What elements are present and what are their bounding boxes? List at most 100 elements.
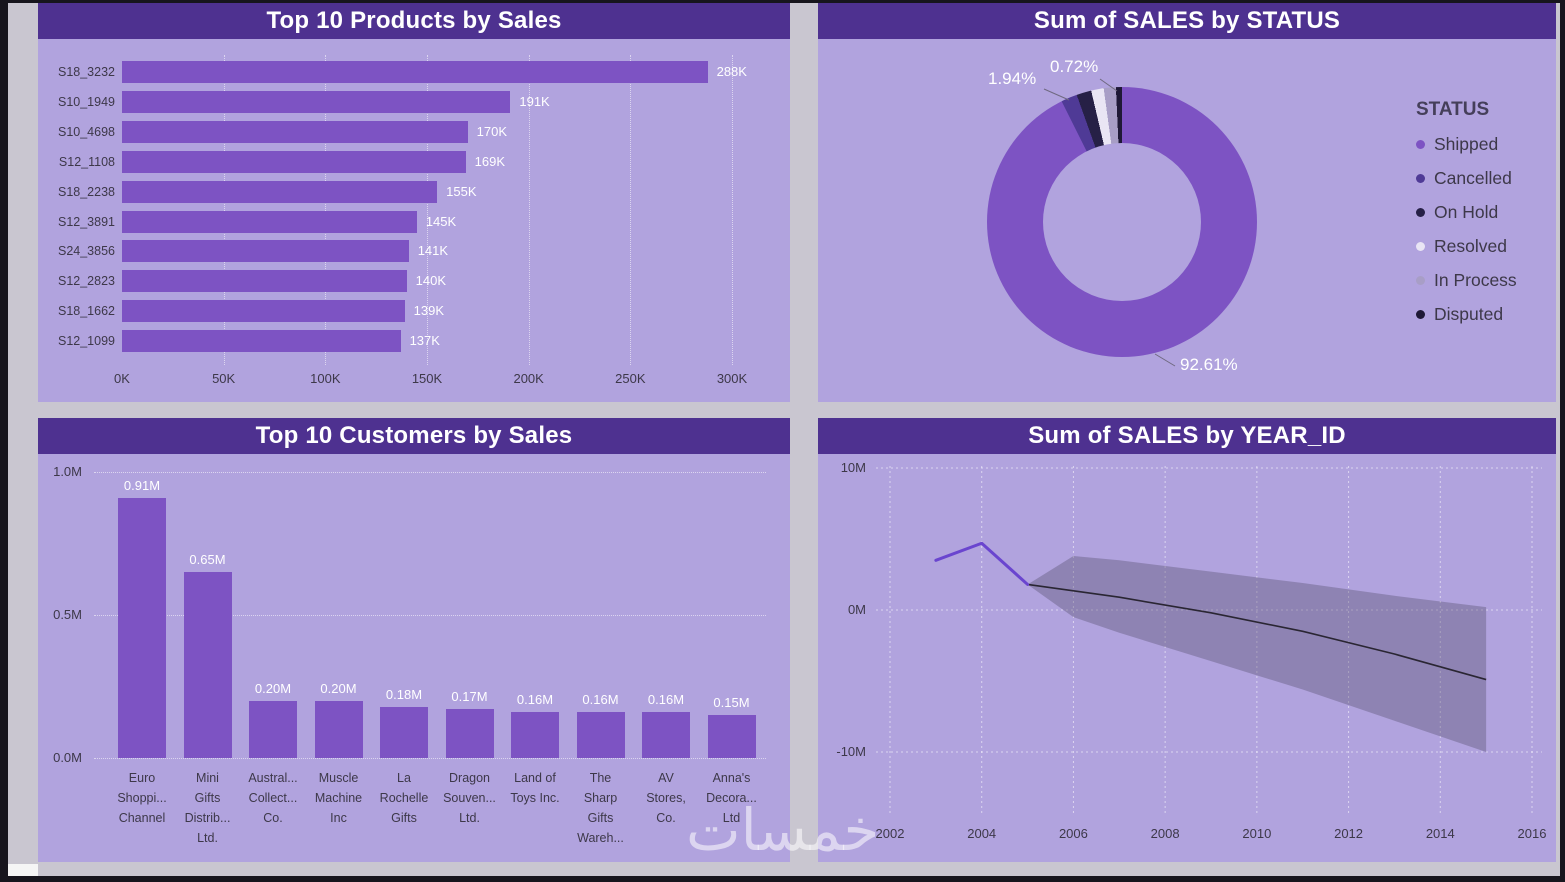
data-label-cancelled-pct: 1.94% bbox=[988, 69, 1037, 88]
title-top-products: Top 10 Products by Sales bbox=[38, 3, 790, 39]
chart-title: Top 10 Customers by Sales bbox=[255, 422, 573, 449]
bar-value-label: 0.15M bbox=[713, 695, 750, 711]
legend-item-shipped[interactable]: Shipped bbox=[1416, 134, 1517, 155]
bar[interactable] bbox=[122, 61, 708, 83]
data-label-disputed-pct: 0.72% bbox=[1050, 57, 1099, 76]
x-axis-category: Muscle Machine Inc bbox=[314, 771, 363, 825]
bar-value-label: 169K bbox=[474, 153, 505, 169]
status-legend: STATUS Shipped Cancelled On Hold Resolved In… bbox=[1416, 99, 1517, 325]
bar-value-label: 140K bbox=[415, 273, 447, 289]
x-axis-category: Land of Toys Inc. bbox=[510, 771, 560, 805]
bar-value-label: 0.20M bbox=[320, 680, 357, 696]
legend-label: Cancelled bbox=[1434, 168, 1512, 188]
x-axis-category: La Rochelle Gifts bbox=[379, 771, 429, 825]
donut-hole bbox=[1043, 143, 1201, 301]
legend-item-cancelled[interactable]: Cancelled bbox=[1416, 168, 1517, 189]
bar[interactable] bbox=[122, 150, 466, 173]
y-axis-category: S12_2823 bbox=[57, 274, 115, 289]
bar[interactable] bbox=[122, 300, 405, 323]
x-axis-tick: 2006 bbox=[1058, 826, 1088, 841]
watermark: خمسات bbox=[686, 796, 880, 864]
x-axis-tick: 200K bbox=[513, 371, 544, 386]
bar-value-label: 0.18M bbox=[385, 686, 423, 702]
bar[interactable] bbox=[314, 700, 363, 758]
legend-label: Disputed bbox=[1434, 304, 1504, 324]
y-axis-tick: -10M bbox=[836, 744, 866, 759]
bar[interactable] bbox=[122, 210, 417, 233]
products-plot: 0K 50K 100K 150K 200K 250K 300K S18_3232 288K S10… bbox=[38, 39, 790, 402]
gridline-vertical bbox=[630, 55, 632, 365]
x-axis-tick: 250K bbox=[615, 371, 646, 386]
legend-swatch bbox=[1416, 140, 1425, 149]
x-axis-category: Dragon Souven... Ltd. bbox=[443, 771, 496, 825]
bar[interactable] bbox=[122, 330, 401, 353]
y-axis-tick: 1.0M bbox=[53, 464, 82, 479]
bar[interactable] bbox=[642, 712, 690, 758]
bar-value-label: 0.16M bbox=[582, 692, 619, 708]
bar[interactable] bbox=[122, 90, 511, 113]
legend-items: Shipped Cancelled On Hold Resolved In Proces… bbox=[1416, 134, 1517, 325]
legend-swatch bbox=[1416, 174, 1425, 183]
legend-item-resolved[interactable]: Resolved bbox=[1416, 236, 1517, 257]
bar[interactable] bbox=[249, 700, 297, 758]
bar-value-label: 145K bbox=[425, 213, 457, 229]
legend-label: On Hold bbox=[1434, 202, 1499, 222]
bar[interactable] bbox=[122, 240, 409, 263]
x-axis-tick: 50K bbox=[212, 371, 236, 386]
leader-line bbox=[1154, 353, 1176, 367]
donut-chart[interactable] bbox=[987, 87, 1257, 357]
legend-item-on-hold[interactable]: On Hold bbox=[1416, 202, 1517, 223]
x-axis-category: AV Stores, Co. bbox=[646, 771, 686, 825]
title-top-customers: Top 10 Customers by Sales bbox=[38, 418, 790, 454]
y-axis-category: S10_4698 bbox=[57, 124, 115, 139]
legend-swatch bbox=[1416, 208, 1425, 217]
x-axis-category: Anna's Decora... Ltd bbox=[706, 771, 757, 825]
bar[interactable] bbox=[707, 715, 756, 758]
bar[interactable] bbox=[445, 709, 494, 758]
gridline-vertical bbox=[732, 55, 733, 365]
bar-value-label: 141K bbox=[417, 243, 449, 259]
y-axis-tick: 10M bbox=[840, 460, 866, 475]
y-axis-tick: 0M bbox=[847, 602, 866, 617]
x-axis-category: Euro Shoppi... Channel bbox=[117, 771, 167, 825]
x-axis-tick: 2014 bbox=[1425, 826, 1455, 841]
x-axis-category: Mini Gifts Distrib... Ltd. bbox=[184, 771, 231, 845]
gridline-vertical bbox=[528, 55, 530, 365]
y-axis-category: S12_3891 bbox=[57, 214, 115, 229]
customers-plot: 1.0M 0.5M 0.0M 0.91M Euro Shoppi... Channel 0.6… bbox=[38, 454, 790, 862]
y-axis-category: S18_1662 bbox=[57, 304, 115, 319]
x-axis-tick: 2008 bbox=[1150, 826, 1180, 841]
x-axis-tick: 2010 bbox=[1242, 826, 1272, 841]
panel-top-products: Top 10 Products by Sales 0K 50K 100K 150K 20… bbox=[38, 3, 790, 402]
x-axis-category: Austral... Collect... Co. bbox=[248, 771, 298, 825]
chart-title: Sum of SALES by YEAR_ID bbox=[1028, 422, 1346, 449]
bar[interactable] bbox=[122, 180, 438, 203]
legend-item-in-process[interactable]: In Process bbox=[1416, 270, 1517, 291]
bar-value-label: 139K bbox=[413, 303, 444, 319]
line-chart-svg bbox=[876, 466, 1542, 816]
corner-block bbox=[8, 864, 38, 876]
forecast-line bbox=[1027, 583, 1487, 681]
bar[interactable] bbox=[183, 572, 232, 758]
bar[interactable] bbox=[511, 712, 559, 758]
bar[interactable] bbox=[576, 712, 625, 758]
y-axis-tick: 0.0M bbox=[53, 750, 82, 765]
bar-value-label: 0.17M bbox=[451, 689, 488, 705]
title-sales-by-year: Sum of SALES by YEAR_ID bbox=[818, 418, 1556, 454]
bar-value-label: 137K bbox=[409, 333, 440, 349]
y-axis-category: S18_2238 bbox=[57, 184, 115, 199]
x-axis-tick: 2016 bbox=[1517, 826, 1547, 841]
bar-value-label: 155K bbox=[446, 183, 477, 199]
x-axis-tick: 100K bbox=[310, 371, 341, 386]
x-axis-tick: 2012 bbox=[1334, 826, 1364, 841]
bar[interactable] bbox=[380, 706, 428, 758]
gridline-horizontal bbox=[94, 472, 766, 473]
bar[interactable] bbox=[118, 497, 166, 758]
years-plot: 2002 2004 2006 2008 2010 2012 2014 2016 10M 0M -10… bbox=[818, 454, 1556, 862]
bar[interactable] bbox=[122, 270, 407, 293]
gridline-vertical bbox=[427, 55, 428, 365]
report-canvas: Top 10 Products by Sales 0K 50K 100K 150K 20… bbox=[8, 3, 1560, 876]
status-plot: 1.94% 0.72% 92.61% STATUS Shipped Cancell… bbox=[818, 39, 1556, 402]
legend-item-disputed[interactable]: Disputed bbox=[1416, 304, 1517, 325]
bar[interactable] bbox=[122, 120, 468, 143]
